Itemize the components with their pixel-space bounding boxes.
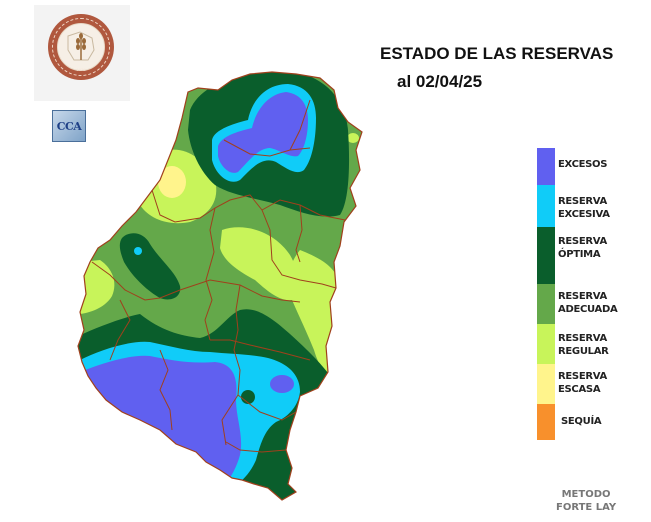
- legend-swatch: [537, 185, 555, 227]
- method-label: METODO FORTE LAY: [556, 489, 617, 513]
- wheat-icon: [57, 23, 105, 71]
- department-borders: [77, 71, 363, 501]
- legend-swatch: [537, 324, 555, 364]
- zone-reserva-escasa: [158, 166, 186, 198]
- legend-swatch: [537, 148, 555, 185]
- bolsa-cereales-logo: 1978: [34, 5, 130, 101]
- legend-swatch: [537, 284, 555, 324]
- map-date: al 02/04/25: [397, 72, 483, 91]
- legend-swatch: [537, 227, 555, 284]
- legend-swatch: [537, 364, 555, 404]
- map-title: ESTADO DE LAS RESERVAS: [380, 44, 614, 63]
- seal-icon: 1978: [48, 14, 114, 80]
- legend-swatch: [537, 404, 555, 440]
- cca-logo: CCA: [52, 110, 86, 142]
- zone-excesos: [218, 92, 308, 173]
